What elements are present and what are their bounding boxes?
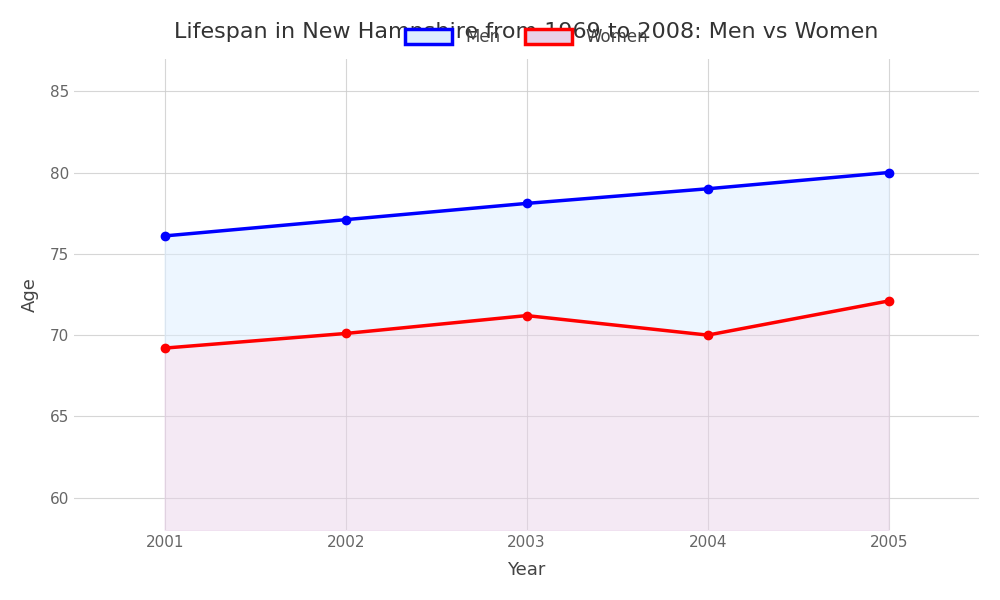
- Title: Lifespan in New Hampshire from 1969 to 2008: Men vs Women: Lifespan in New Hampshire from 1969 to 2…: [174, 22, 879, 42]
- X-axis label: Year: Year: [507, 561, 546, 579]
- Legend: Men, Women: Men, Women: [397, 20, 656, 55]
- Y-axis label: Age: Age: [21, 277, 39, 312]
